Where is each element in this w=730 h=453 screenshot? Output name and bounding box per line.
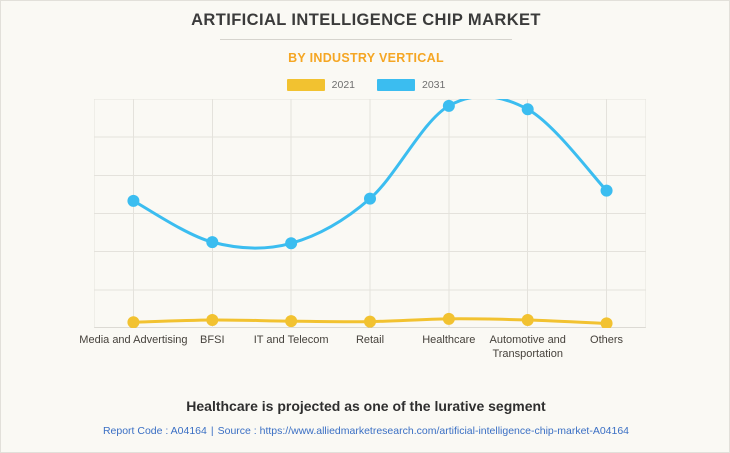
legend-swatch-2021 xyxy=(286,79,325,91)
data-point-2031-1[interactable] xyxy=(206,236,219,249)
line-chart-svg xyxy=(94,99,646,328)
source-line: Report Code : A04164 | Source : https://ww… xyxy=(1,425,730,437)
x-tick-label-5: Automotive and Transportation xyxy=(489,334,566,360)
title-divider xyxy=(220,39,512,40)
data-point-2021-3[interactable] xyxy=(364,315,376,328)
x-tick-label-0: Media and Advertising xyxy=(79,334,188,346)
legend-label-2021: 2021 xyxy=(331,79,355,91)
data-point-2031-2[interactable] xyxy=(285,237,298,250)
x-tick-label-2: IT and Telecom xyxy=(253,334,329,346)
series-layer xyxy=(127,99,613,328)
chart-title: ARTIFICIAL INTELLIGENCE CHIP MARKET xyxy=(191,11,541,29)
data-point-2021-6[interactable] xyxy=(600,317,613,328)
data-point-2031-0[interactable] xyxy=(127,194,140,207)
series-2031 xyxy=(127,99,613,250)
chart-subtitle: BY INDUSTRY VERTICAL xyxy=(288,51,444,65)
data-point-2021-0[interactable] xyxy=(127,316,140,328)
source-separator: | xyxy=(210,425,214,437)
data-point-2031-5[interactable] xyxy=(521,103,534,116)
chart-legend: 2021 2031 xyxy=(1,79,730,91)
series-2021 xyxy=(127,312,613,328)
data-point-2021-4[interactable] xyxy=(442,312,455,325)
plot-area xyxy=(94,99,646,328)
x-tick-label-6: Others xyxy=(590,334,624,346)
data-point-2021-5[interactable] xyxy=(521,313,534,326)
data-point-2021-1[interactable] xyxy=(206,313,219,326)
data-point-2021-2[interactable] xyxy=(285,315,298,328)
grid-lines xyxy=(94,99,646,328)
data-point-2031-3[interactable] xyxy=(364,192,376,205)
x-axis: Media and Advertising BFSI IT and Telecom R… xyxy=(1,333,730,375)
source-url-label[interactable]: Source : https://www.alliedmarketresearc… xyxy=(217,425,630,437)
report-code-label: Report Code : A04164 xyxy=(102,425,207,437)
data-point-2031-6[interactable] xyxy=(600,184,613,197)
chart-caption: Healthcare is projected as one of the lu… xyxy=(186,398,546,414)
legend-label-2031: 2031 xyxy=(422,79,446,91)
legend-item-2021[interactable]: 2021 xyxy=(286,79,355,91)
x-tick-label-1: BFSI xyxy=(200,334,225,346)
legend-item-2031[interactable]: 2031 xyxy=(377,79,445,91)
x-tick-label-3: Retail xyxy=(355,334,385,346)
legend-swatch-2031 xyxy=(377,79,415,91)
x-tick-label-4: Healthcare xyxy=(422,334,476,346)
data-point-2031-4[interactable] xyxy=(442,99,455,112)
